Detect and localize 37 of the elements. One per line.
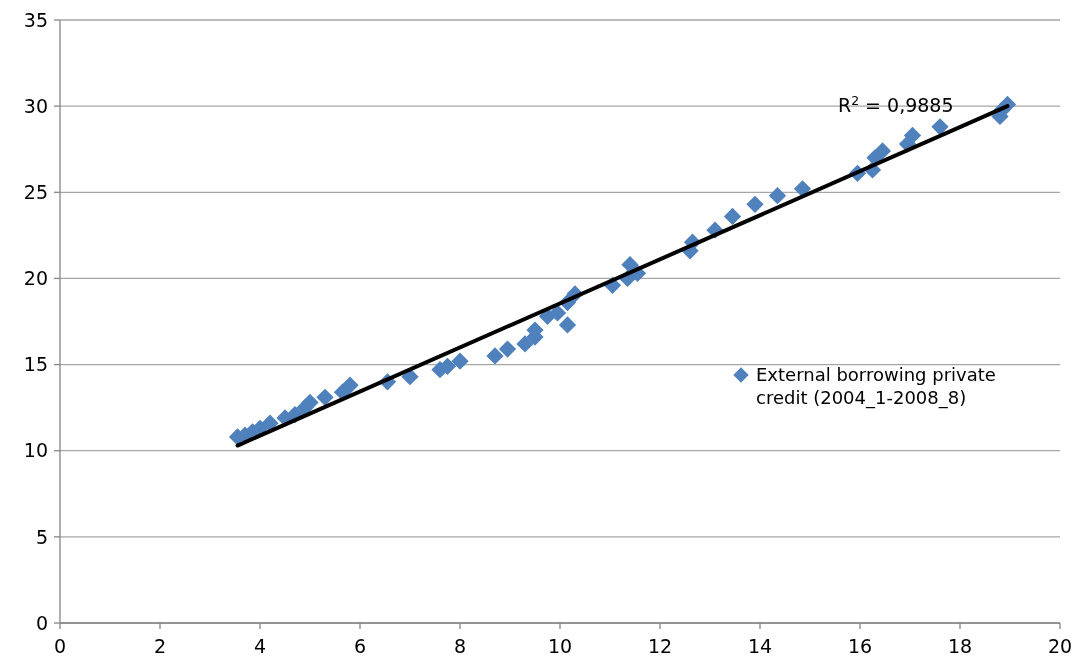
x-tick-label: 0	[53, 635, 67, 657]
point	[768, 187, 787, 205]
x-tick-label: 2	[153, 635, 167, 657]
point	[931, 118, 949, 136]
annotation: R$^{2}$ = 0,9885	[838, 94, 954, 116]
point	[498, 340, 517, 358]
y-tick-label: 15	[23, 353, 48, 376]
point	[516, 335, 534, 353]
x-tick-label: 12	[647, 635, 673, 657]
x-tick-label: 20	[1047, 635, 1073, 657]
y-tick-label: 35	[23, 8, 48, 31]
point	[723, 207, 742, 226]
x-tick-label: 18	[947, 635, 973, 657]
point	[558, 316, 577, 334]
point	[903, 126, 922, 145]
x-tick-label: 10	[547, 635, 573, 657]
y-tick-label: 20	[23, 267, 48, 290]
x-tick-label: 16	[847, 635, 873, 657]
point	[873, 142, 892, 160]
y-tick-label: 25	[23, 180, 48, 203]
point	[301, 393, 319, 412]
y-tick-label: 0	[35, 611, 48, 634]
legend-label: External borrowing private credit (2004_1-2008_8)	[756, 364, 996, 409]
x-tick-label: 14	[747, 635, 773, 657]
point	[793, 180, 812, 198]
point	[341, 376, 359, 394]
point	[451, 352, 469, 370]
point	[261, 414, 279, 432]
y-tick-label: 30	[23, 94, 48, 117]
y-tick-label: 10	[23, 439, 48, 462]
x-tick-label: 8	[453, 635, 467, 657]
x-tick-label: 6	[353, 635, 367, 657]
point	[486, 347, 504, 365]
x-tick-label: 4	[253, 635, 267, 657]
point	[316, 388, 334, 406]
point	[746, 195, 764, 213]
y-tick-label: 5	[35, 525, 48, 548]
